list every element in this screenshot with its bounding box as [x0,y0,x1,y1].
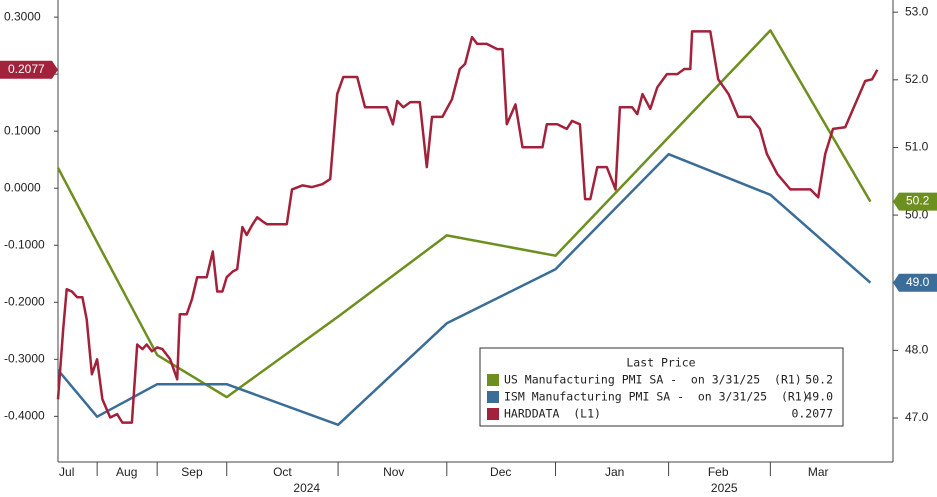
x-tick-label: Aug [116,465,137,479]
x-tick-label: Feb [708,465,729,479]
x-group-label: 2025 [711,481,738,495]
x-group-label: 2024 [293,481,320,495]
legend-swatch [487,374,499,386]
y2-tick-label: 52.0 [905,72,929,86]
last-value-label: 49.0 [906,275,930,289]
series-line [56,29,872,399]
x-tick-label: Oct [273,465,292,479]
x-tick-label: Jan [605,465,624,479]
legend-swatch [487,408,499,420]
y-tick-label: 0.1000 [4,123,41,137]
y2-tick-label: 51.0 [905,140,929,154]
y-tick-label: 0.0000 [4,180,41,194]
y-tick-label: -0.1000 [4,237,45,251]
x-tick-label: Jul [59,465,74,479]
x-tick-label: Nov [383,465,404,479]
legend-value: 0.2077 [791,407,833,421]
last-value-badge [0,60,58,79]
y2-tick-label: 53.0 [905,4,929,18]
y2-tick-label: 48.0 [905,343,929,357]
legend-title: Last Price [626,356,695,370]
legend-label: US Manufacturing PMI SA - on 3/31/25 (R1… [504,373,802,387]
legend: Last Price US Manufacturing PMI SA - on 3… [479,347,844,427]
series-line [56,30,879,424]
legend-value: 49.0 [805,390,833,404]
legend-swatch [487,391,499,403]
y-tick-label: 0.3000 [4,9,41,23]
legend-label: ISM Manufacturing PMI SA - on 3/31/25 (R… [504,390,809,404]
legend-box [479,347,844,427]
y-tick-label: -0.4000 [4,409,45,423]
last-value-badge [893,192,937,211]
series-line [57,152,872,427]
last-value-badge [893,273,937,292]
y2-tick-label: 50.0 [905,207,929,221]
y-tick-label: -0.3000 [4,352,45,366]
x-tick-label: Sep [181,465,203,479]
x-tick-label: Mar [808,465,829,479]
last-value-label: 0.2077 [8,62,45,76]
x-tick-label: Dec [490,465,511,479]
legend-label: HARDDATA (L1) [504,407,601,421]
legend-value: 50.2 [805,373,833,387]
y-tick-label: -0.2000 [4,294,45,308]
y2-tick-label: 47.0 [905,410,929,424]
last-value-label: 50.2 [906,194,930,208]
